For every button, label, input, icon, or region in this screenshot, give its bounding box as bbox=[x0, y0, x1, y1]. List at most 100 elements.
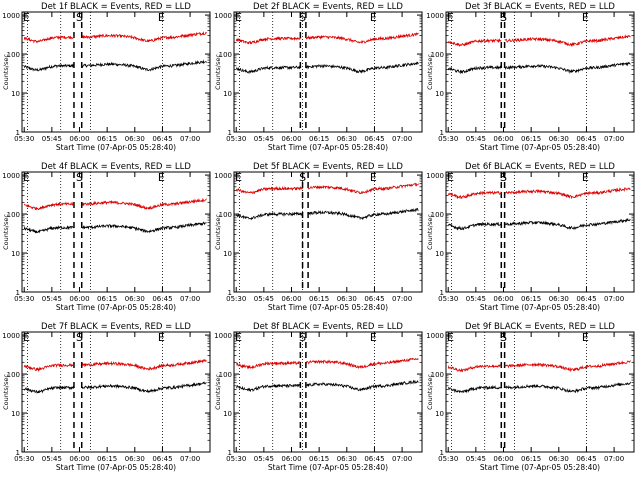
panel-7: Det 7f BLACK = Events, RED = LLD 1 10 100 10… bbox=[2, 322, 211, 472]
event-label-e: E bbox=[447, 171, 454, 184]
x-axis-label: Start Time (07-Apr-05 05:28:40) bbox=[480, 303, 600, 312]
series-line-events bbox=[23, 59, 207, 72]
panel-title: Det 4f BLACK = Events, RED = LLD bbox=[41, 162, 191, 172]
x-axis-label: Start Time (07-Apr-05 05:28:40) bbox=[56, 143, 176, 152]
event-label-e: E bbox=[582, 331, 589, 344]
panel-2: Det 2f BLACK = Events, RED = LLD 1 10 100 10… bbox=[214, 2, 423, 152]
y-tick-label: 100 bbox=[219, 211, 232, 219]
event-label-s: S bbox=[500, 331, 507, 344]
y-tick-label: 10 bbox=[435, 410, 444, 418]
y-axis-label: Counts/sec bbox=[214, 214, 222, 250]
x-tick-label: 07:00 bbox=[392, 295, 412, 303]
event-label-s: S bbox=[76, 11, 83, 24]
x-tick-label: 06:15 bbox=[309, 455, 329, 463]
event-label-e: E bbox=[582, 11, 589, 24]
x-tick-label: 06:30 bbox=[125, 295, 145, 303]
series-line-events bbox=[23, 381, 207, 394]
panel-title: Det 2f BLACK = Events, RED = LLD bbox=[253, 2, 403, 12]
panel-title: Det 5f BLACK = Events, RED = LLD bbox=[253, 162, 403, 172]
x-tick-label: 06:45 bbox=[152, 135, 172, 143]
x-axis-label: Start Time (07-Apr-05 05:28:40) bbox=[268, 463, 388, 472]
y-tick-label: 100 bbox=[431, 51, 444, 59]
y-tick-label: 1 bbox=[16, 449, 20, 457]
x-tick-label: 05:45 bbox=[42, 135, 62, 143]
x-tick-label: 06:15 bbox=[97, 455, 117, 463]
x-tick-label: 06:15 bbox=[309, 295, 329, 303]
x-tick-label: 05:30 bbox=[226, 295, 246, 303]
series-line-events bbox=[235, 207, 419, 221]
x-tick-label: 06:00 bbox=[69, 455, 89, 463]
y-tick-label: 1000 bbox=[2, 12, 20, 20]
x-tick-label: 06:30 bbox=[125, 455, 145, 463]
y-tick-label: 100 bbox=[7, 51, 20, 59]
series-line-lld bbox=[23, 197, 207, 211]
event-label-e: E bbox=[370, 11, 377, 24]
x-tick-label: 06:45 bbox=[364, 455, 384, 463]
y-tick-label: 100 bbox=[431, 371, 444, 379]
x-tick-label: 06:15 bbox=[521, 455, 541, 463]
event-label-e: E bbox=[23, 331, 30, 344]
y-tick-label: 100 bbox=[219, 371, 232, 379]
x-tick-label: 06:00 bbox=[281, 135, 301, 143]
x-tick-label: 05:45 bbox=[254, 455, 274, 463]
x-tick-label: 05:45 bbox=[254, 295, 274, 303]
x-tick-label: 07:00 bbox=[392, 455, 412, 463]
y-axis-label: Counts/sec bbox=[2, 54, 10, 90]
x-tick-label: 05:45 bbox=[42, 295, 62, 303]
x-tick-label: 07:00 bbox=[604, 455, 624, 463]
x-tick-label: 06:00 bbox=[493, 295, 513, 303]
series-line-events bbox=[235, 61, 419, 75]
y-tick-label: 1000 bbox=[2, 332, 20, 340]
plot-frame bbox=[233, 331, 423, 453]
event-label-e: E bbox=[23, 171, 30, 184]
event-label-e: E bbox=[370, 331, 377, 344]
series-line-events bbox=[447, 381, 631, 394]
y-axis-label: Counts/sec bbox=[426, 54, 434, 90]
x-tick-label: 06:30 bbox=[337, 295, 357, 303]
y-tick-label: 10 bbox=[223, 250, 232, 258]
panel-9: Det 9f BLACK = Events, RED = LLD 1 10 100 10… bbox=[426, 322, 635, 472]
panel-title: Det 7f BLACK = Events, RED = LLD bbox=[41, 322, 191, 332]
x-tick-label: 05:45 bbox=[254, 135, 274, 143]
y-tick-label: 100 bbox=[7, 211, 20, 219]
x-tick-label: 06:45 bbox=[576, 455, 596, 463]
y-tick-label: 10 bbox=[11, 410, 20, 418]
event-label-e: E bbox=[447, 331, 454, 344]
y-tick-label: 1000 bbox=[214, 172, 232, 180]
x-tick-label: 06:45 bbox=[152, 455, 172, 463]
y-tick-label: 1000 bbox=[2, 172, 20, 180]
panel-3: Det 3f BLACK = Events, RED = LLD 1 10 100 10… bbox=[426, 2, 635, 152]
y-tick-label: 10 bbox=[11, 250, 20, 258]
x-tick-label: 07:00 bbox=[604, 295, 624, 303]
x-tick-label: 05:45 bbox=[466, 295, 486, 303]
y-tick-label: 1000 bbox=[214, 332, 232, 340]
series-line-lld bbox=[447, 187, 631, 200]
y-tick-label: 1 bbox=[440, 449, 444, 457]
x-axis-label: Start Time (07-Apr-05 05:28:40) bbox=[268, 143, 388, 152]
x-tick-label: 05:30 bbox=[14, 455, 34, 463]
y-tick-label: 100 bbox=[431, 211, 444, 219]
x-tick-label: 05:30 bbox=[438, 295, 458, 303]
series-line-lld bbox=[236, 357, 419, 370]
series-line-lld bbox=[447, 34, 631, 48]
event-label-e: E bbox=[158, 331, 165, 344]
y-tick-label: 1000 bbox=[214, 12, 232, 20]
x-tick-label: 06:15 bbox=[309, 135, 329, 143]
x-tick-label: 07:00 bbox=[180, 295, 200, 303]
panel-title: Det 6f BLACK = Events, RED = LLD bbox=[465, 162, 615, 172]
series-line-events bbox=[447, 61, 631, 75]
y-axis-label: Counts/sec bbox=[426, 214, 434, 250]
event-label-e: E bbox=[158, 11, 165, 24]
y-tick-label: 1000 bbox=[426, 172, 444, 180]
x-tick-label: 06:30 bbox=[337, 135, 357, 143]
event-label-e: E bbox=[23, 11, 30, 24]
x-tick-label: 05:30 bbox=[226, 455, 246, 463]
series-line-events bbox=[447, 217, 631, 231]
x-tick-label: 06:00 bbox=[493, 455, 513, 463]
event-label-e: E bbox=[158, 171, 165, 184]
x-tick-label: 06:45 bbox=[576, 295, 596, 303]
event-label-s: S bbox=[299, 171, 306, 184]
x-axis-label: Start Time (07-Apr-05 05:28:40) bbox=[56, 463, 176, 472]
series-line-lld bbox=[23, 358, 207, 373]
